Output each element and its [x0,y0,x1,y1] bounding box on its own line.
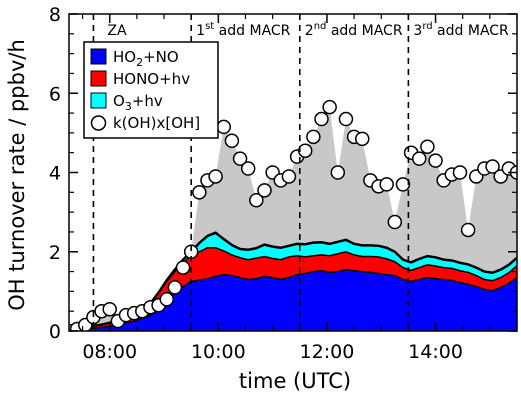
legend-swatch [90,115,107,131]
koh-point [159,292,174,307]
koh-point [208,169,223,184]
koh-point [297,143,313,158]
koh-point [224,133,240,149]
koh-point [232,151,248,166]
x-axis-label: time (UTC) [239,369,351,393]
y-tick-label: 6 [49,83,61,105]
legend-label: HO2+NO [113,48,179,69]
koh-point [354,131,370,147]
area-series-0 [69,269,517,331]
koh-point [338,111,354,127]
koh-point [428,153,443,168]
legend-swatch [90,48,107,65]
koh-point [167,280,183,295]
y-tick-label: 8 [49,4,61,26]
koh-point [322,99,337,115]
legend-label: HONO+hv [113,70,190,88]
legend-label: k(OH)x[OH] [113,114,200,132]
y-axis: 0 2 4 6 8 [49,4,518,343]
legend-label: O3+hv [113,92,163,113]
legend-swatch [90,92,107,109]
koh-point [249,192,264,208]
x-tick-label: 12:00 [300,341,355,363]
y-tick-label: 2 [49,242,61,264]
koh-point [306,129,321,145]
koh-point [420,139,435,154]
koh-shaded-area [69,107,517,330]
annotation-label-0: ZA [107,23,127,39]
koh-point [379,177,394,192]
koh-point [257,183,272,198]
koh-point [395,177,411,192]
x-tick-label: 08:00 [82,341,137,363]
x-axis: 08:00 10:00 12:00 14:00 [81,14,518,363]
koh-point [281,169,297,184]
annotation-label-2: 2nd add MACR [305,21,403,39]
koh-point [192,185,207,200]
legend-swatch [90,70,107,87]
y-tick-label: 4 [49,163,61,185]
koh-point [452,165,468,180]
koh-point [314,111,329,127]
koh-point [240,161,256,176]
koh-point [330,165,346,180]
annotations: ZA 1st add MACR 2nd add MACR 3rd add MACR [92,14,509,331]
koh-point [102,301,117,317]
annotation-label-3: 3rd add MACR [413,21,509,39]
area-series-2 [69,232,517,330]
y-axis-label: OH turnover rate / ppbv/h [5,39,29,311]
koh-point [460,222,476,238]
y-tick-label: 0 [49,321,61,343]
x-tick-label: 10:00 [191,341,246,363]
koh-point [216,119,232,135]
annotation-label-1: 1st add MACR [196,21,291,39]
plot-area [69,99,517,331]
x-tick-label: 14:00 [408,341,463,363]
koh-point [412,151,427,166]
koh-point [485,159,500,174]
koh-point [175,260,191,275]
koh-point [387,214,403,230]
